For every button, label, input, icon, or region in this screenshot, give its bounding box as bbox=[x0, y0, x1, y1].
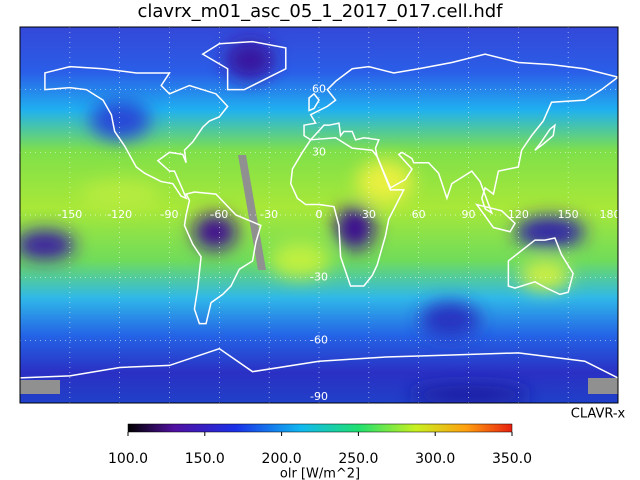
colorbar-tick-label: 200.0 bbox=[262, 451, 302, 467]
coastline bbox=[534, 123, 556, 151]
coastline bbox=[201, 40, 287, 91]
coastline bbox=[303, 53, 618, 215]
latitude-label: -60 bbox=[310, 333, 328, 346]
colorbar-tick-label: 300.0 bbox=[415, 451, 455, 467]
longitude-label: 180 bbox=[600, 208, 621, 221]
map-background bbox=[20, 27, 618, 403]
latitude-label: -90 bbox=[310, 390, 328, 403]
data-gap bbox=[588, 378, 618, 394]
longitude-label: -120 bbox=[107, 208, 132, 221]
latitude-label: 0 bbox=[316, 208, 323, 221]
colorbar-label: olr [W/m^2] bbox=[280, 467, 360, 480]
longitude-label: -30 bbox=[260, 208, 278, 221]
coastline bbox=[474, 203, 516, 233]
longitude-label: 150 bbox=[558, 208, 579, 221]
colorbar-ticks: 100.0 150.0 200.0 250.0 300.0 350.0 bbox=[108, 432, 532, 467]
longitude-label: -90 bbox=[161, 208, 179, 221]
data-gap bbox=[238, 155, 266, 270]
longitude-label: -150 bbox=[57, 208, 82, 221]
latitude-label: 60 bbox=[312, 83, 326, 96]
longitude-label: 90 bbox=[462, 208, 476, 221]
longitude-label: 120 bbox=[508, 208, 529, 221]
title: clavrx_m01_asc_05_1_2017_017.cell.hdf bbox=[137, 1, 503, 22]
colorbar-tick-label: 100.0 bbox=[108, 451, 148, 467]
longitude-label: -60 bbox=[210, 208, 228, 221]
data-gap bbox=[20, 380, 60, 394]
coastline bbox=[183, 191, 262, 325]
coastline bbox=[20, 347, 618, 379]
colorbar bbox=[127, 423, 513, 433]
colorbar-tick-label: 350.0 bbox=[492, 451, 532, 467]
colorbar-tick-label: 250.0 bbox=[338, 451, 378, 467]
latitude-label: -30 bbox=[310, 271, 328, 284]
map-frame bbox=[19, 26, 619, 404]
credit: CLAVR-x bbox=[571, 407, 626, 422]
colorbar-tick-label: 150.0 bbox=[185, 451, 225, 467]
latitude-label: 30 bbox=[312, 145, 326, 158]
longitude-label: 60 bbox=[412, 208, 426, 221]
coastline bbox=[308, 92, 320, 112]
coastline bbox=[289, 136, 405, 287]
longitude-label: 0 bbox=[316, 208, 323, 221]
longitude-label: 30 bbox=[362, 208, 376, 221]
coastline bbox=[44, 65, 229, 200]
coastlines bbox=[20, 40, 618, 379]
